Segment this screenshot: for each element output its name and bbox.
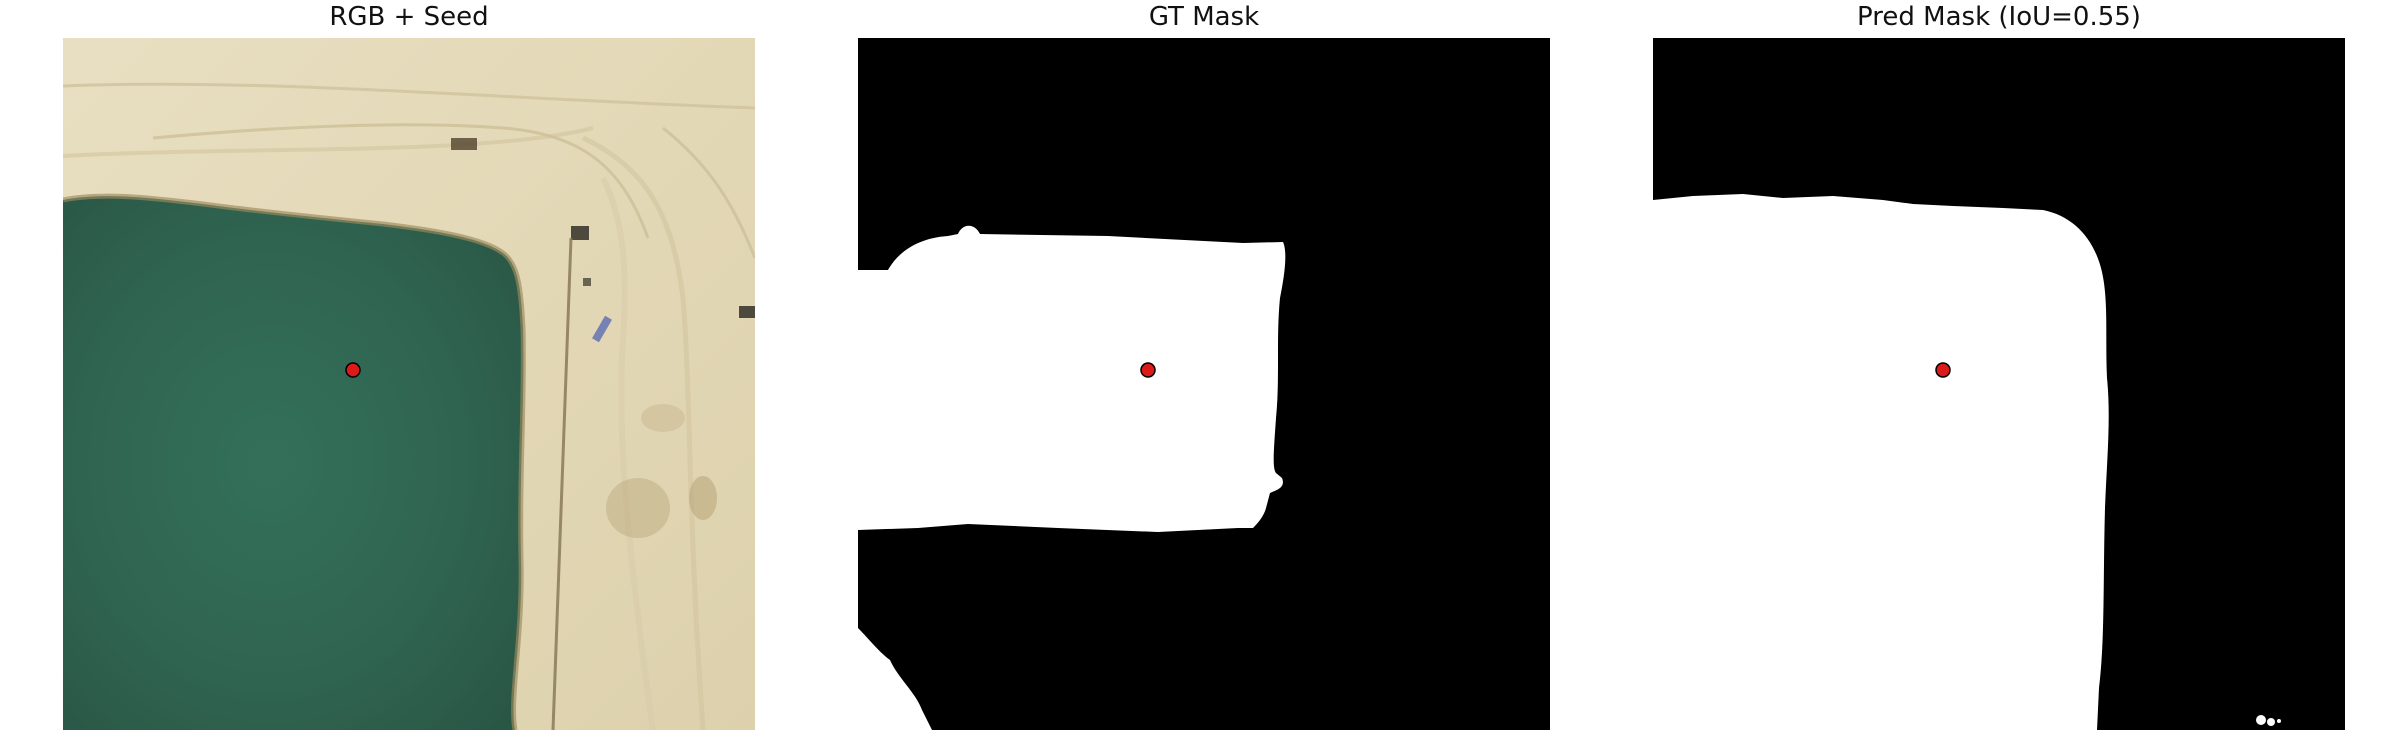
seed-point — [1935, 362, 1951, 378]
pred-mask-image — [1653, 38, 2345, 730]
dirt-track — [152, 123, 650, 239]
rubble-patch — [641, 404, 685, 432]
structure — [583, 278, 591, 286]
rubble-patch — [689, 476, 717, 520]
rgb-panel-title: RGB + Seed — [329, 2, 489, 32]
road — [551, 237, 573, 730]
rubble-patch — [606, 478, 670, 538]
mask-speck — [2277, 719, 2281, 723]
mask-speck — [1653, 226, 1656, 229]
vehicle — [592, 315, 612, 343]
water-body — [63, 196, 524, 730]
dirt-track — [662, 126, 755, 259]
rgb-panel: RGB + Seed — [63, 0, 755, 750]
pred-mask-panel-title: Pred Mask (IoU=0.55) — [1857, 2, 2141, 32]
gt-mask-panel: GT Mask — [858, 0, 1550, 750]
gt-mask-image — [858, 38, 1550, 730]
dirt-track — [63, 82, 755, 110]
shoreline — [63, 193, 526, 730]
pred-mask-region — [1653, 194, 2109, 730]
seed-point — [1140, 362, 1156, 378]
mask-speck — [2267, 718, 2275, 726]
gt-mask-region — [858, 628, 932, 730]
gt-mask-panel-title: GT Mask — [1148, 2, 1260, 32]
dirt-track — [600, 176, 656, 730]
dirt-track — [581, 135, 706, 730]
rgb-satellite-image — [63, 38, 755, 730]
structure — [571, 226, 589, 240]
pred-mask-panel: Pred Mask (IoU=0.55) — [1653, 0, 2345, 750]
dirt-track — [63, 126, 594, 158]
mask-speck — [2256, 715, 2266, 725]
gt-mask-region — [858, 225, 1286, 532]
structure — [451, 138, 477, 150]
seed-point — [345, 362, 361, 378]
structure — [739, 306, 755, 318]
